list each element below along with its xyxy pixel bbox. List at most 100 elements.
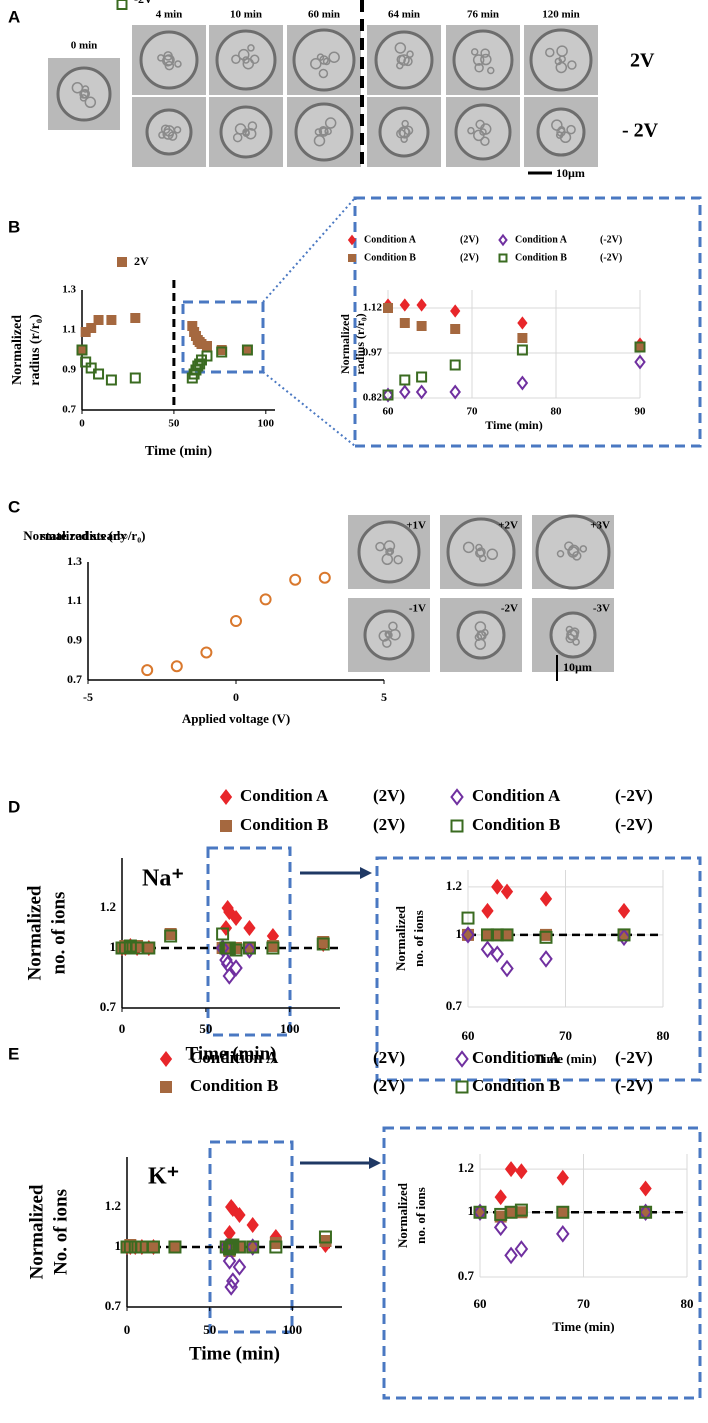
legend-marker xyxy=(348,254,356,262)
y-axis-label: no. of ions xyxy=(411,910,426,967)
x-tick-label: -5 xyxy=(83,690,93,704)
cell-texture xyxy=(475,548,485,558)
y-axis-label: Normalized xyxy=(338,314,352,374)
marker xyxy=(416,371,428,383)
marker xyxy=(168,1241,181,1253)
cell-texture xyxy=(551,119,563,131)
cell-texture xyxy=(399,127,411,139)
marker xyxy=(491,878,504,895)
marker xyxy=(490,945,505,963)
cell-texture xyxy=(244,127,257,140)
marker xyxy=(223,1225,236,1241)
y-axis-label: Normalized steady xyxy=(23,528,127,543)
marker xyxy=(93,368,105,380)
scale-label: 10µm xyxy=(563,660,592,674)
zoom-connector xyxy=(262,197,356,303)
legend-label: Condition A xyxy=(515,234,568,245)
inset-box xyxy=(353,196,702,448)
cell xyxy=(357,520,421,584)
cell-texture xyxy=(382,638,392,648)
cell-texture xyxy=(474,63,484,73)
cell-texture xyxy=(556,45,568,57)
marker xyxy=(229,910,243,926)
legend-label: (-2V) xyxy=(615,1076,653,1095)
cell-texture xyxy=(545,47,555,58)
cell-texture xyxy=(556,550,565,558)
legend-marker xyxy=(219,789,233,805)
marker xyxy=(201,350,213,362)
x-tick-label: 0 xyxy=(233,690,239,704)
marker xyxy=(617,928,631,942)
cell-texture xyxy=(173,126,182,134)
marker xyxy=(500,928,514,942)
marker xyxy=(135,1241,148,1253)
marker xyxy=(490,928,504,942)
cell-texture xyxy=(473,129,485,142)
y-tick-label: 1 xyxy=(110,939,117,954)
legend-label: (-2V) xyxy=(615,815,653,834)
marker xyxy=(514,1203,528,1217)
legend-label: Condition A xyxy=(240,786,329,805)
x-axis-label: Time (min) xyxy=(534,1051,596,1066)
cell-texture xyxy=(393,554,403,565)
marker xyxy=(223,1242,237,1256)
marker xyxy=(500,959,514,978)
cell-texture xyxy=(174,60,182,68)
legend-label: Condition A xyxy=(190,1048,279,1067)
marker xyxy=(504,1161,518,1178)
marker xyxy=(635,342,645,352)
marker xyxy=(164,929,178,943)
cell-texture xyxy=(470,48,479,56)
marker xyxy=(201,341,212,351)
marker xyxy=(168,1240,182,1254)
voltage-label: +2V xyxy=(498,520,518,532)
x-tick-label: 50 xyxy=(203,1322,216,1337)
marker xyxy=(245,1238,260,1256)
marker xyxy=(216,927,230,941)
zoom-box xyxy=(206,846,292,1037)
legend-label: 2V xyxy=(134,254,149,268)
marker xyxy=(232,1240,246,1254)
y-tick-label: 0.9 xyxy=(67,632,82,646)
x-tick-label: 80 xyxy=(551,406,563,418)
y-tick-label: 1.1 xyxy=(62,324,76,336)
cell-texture xyxy=(324,127,332,136)
y-axis-label: No. of ions xyxy=(50,1189,71,1275)
marker xyxy=(215,939,230,957)
marker xyxy=(494,1189,507,1206)
legend-marker xyxy=(116,0,128,10)
x-axis-label: Time (min) xyxy=(552,1319,614,1334)
y-tick-label: 0.9 xyxy=(62,364,76,376)
y-tick-label: 1.2 xyxy=(446,878,462,893)
marker xyxy=(416,298,427,312)
marker xyxy=(481,902,494,919)
y-tick-label: 0.7 xyxy=(446,998,463,1013)
cell-texture xyxy=(554,57,563,66)
marker xyxy=(639,1205,653,1219)
marker xyxy=(241,344,253,356)
marker xyxy=(226,1272,240,1290)
marker xyxy=(85,362,97,374)
marker xyxy=(634,341,646,353)
chart-title: Na⁺ xyxy=(142,866,184,892)
legend-label: (-2V) xyxy=(600,234,622,245)
cell-texture xyxy=(318,125,329,136)
time-label: 60 min xyxy=(308,9,340,21)
cell-texture xyxy=(467,126,475,135)
cell-texture xyxy=(324,117,337,129)
cell-texture xyxy=(566,629,578,641)
marker xyxy=(142,942,155,954)
y-tick-label: 1.2 xyxy=(458,1160,474,1175)
y-axis-label: Normalized xyxy=(393,905,408,971)
cell-texture xyxy=(480,136,490,147)
cell-texture xyxy=(389,628,401,641)
legend-label: (2V) xyxy=(373,1048,405,1067)
marker xyxy=(474,1206,486,1219)
arrow-head xyxy=(369,1157,381,1169)
legend-marker xyxy=(455,1050,469,1068)
cell-texture xyxy=(480,48,490,58)
cell-texture xyxy=(80,89,91,99)
marker xyxy=(450,324,461,334)
cell xyxy=(535,514,611,590)
